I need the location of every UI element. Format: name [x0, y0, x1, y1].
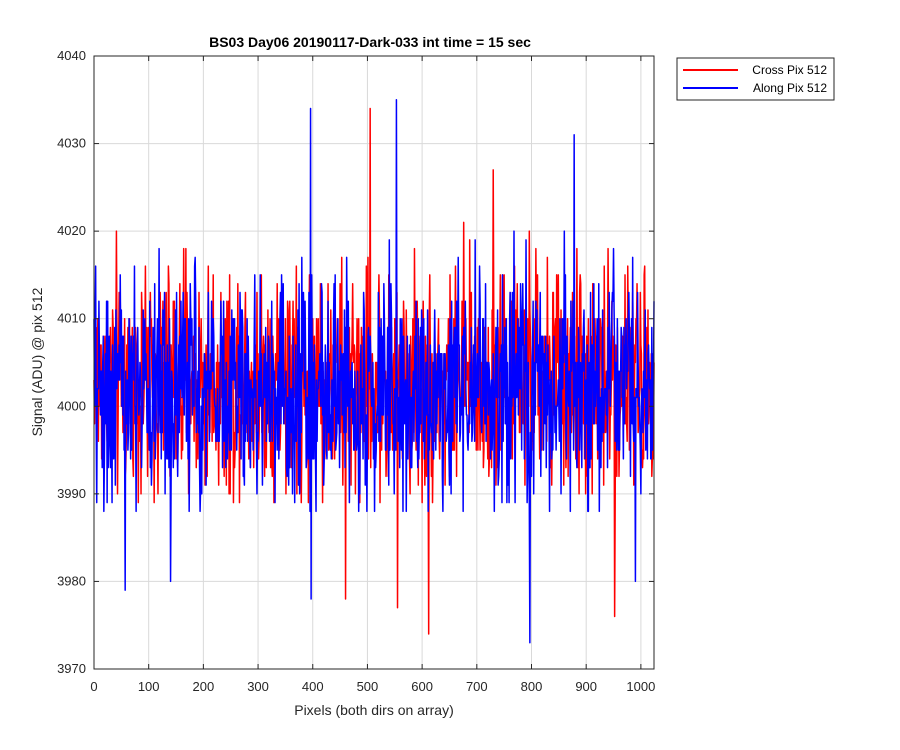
x-tick-label: 700	[466, 679, 488, 694]
y-tick-label: 4000	[57, 398, 86, 413]
x-tick-label: 0	[90, 679, 97, 694]
y-tick-label: 3990	[57, 486, 86, 501]
chart-title: BS03 Day06 20190117-Dark-033 int time = …	[209, 34, 531, 50]
y-tick-label: 4030	[57, 136, 86, 151]
x-tick-label: 800	[521, 679, 543, 694]
y-tick-label: 3980	[57, 573, 86, 588]
x-tick-label: 400	[302, 679, 324, 694]
x-tick-label: 300	[247, 679, 269, 694]
x-tick-label: 500	[357, 679, 379, 694]
x-tick-label: 900	[575, 679, 597, 694]
y-tick-label: 4010	[57, 311, 86, 326]
legend-label-cross: Cross Pix 512	[752, 63, 827, 77]
x-tick-label: 200	[193, 679, 215, 694]
x-tick-label: 600	[411, 679, 433, 694]
axis-ticks: 0 100 200 300 400 500 600 700 800 900 1000 3970 3980…	[57, 48, 655, 694]
y-axis-label: Signal (ADU) @ pix 512	[29, 287, 45, 436]
y-tick-label: 3970	[57, 661, 86, 676]
series-layer	[93, 99, 655, 644]
x-tick-label: 100	[138, 679, 160, 694]
series-line-along	[93, 99, 655, 644]
y-tick-label: 4040	[57, 48, 86, 63]
y-tick-label: 4020	[57, 223, 86, 238]
legend-box	[676, 57, 835, 101]
plot-frame	[93, 55, 655, 670]
x-axis-label: Pixels (both dirs on array)	[294, 702, 454, 718]
x-tick-label: 1000	[626, 679, 655, 694]
legend: Cross Pix 512 Along Pix 512	[676, 57, 835, 101]
legend-label-along: Along Pix 512	[753, 81, 827, 95]
